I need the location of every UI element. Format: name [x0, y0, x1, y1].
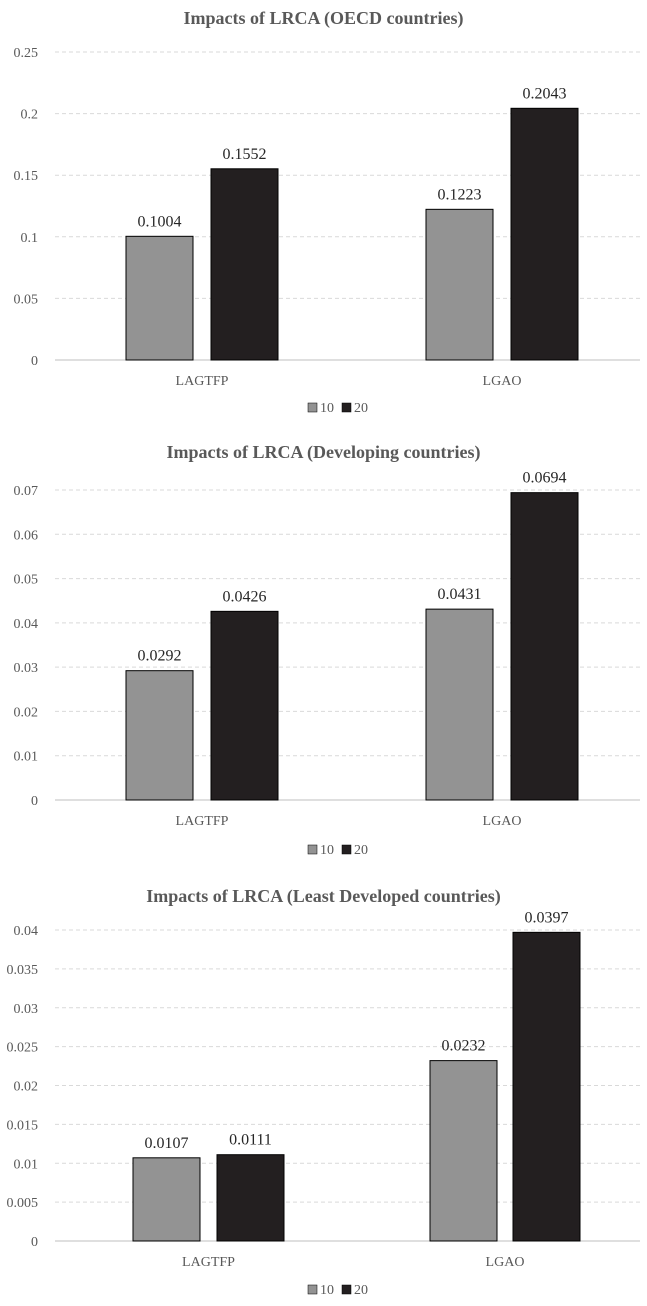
bar-lgao-series-20	[512, 931, 581, 1242]
data-label: 0.0426	[223, 588, 267, 605]
data-label: 0.2043	[523, 85, 567, 102]
bar-lagtfp-series-20	[216, 1154, 285, 1242]
y-tick-label: 0.025	[7, 1041, 39, 1056]
bar-lagtfp-series-10	[125, 670, 194, 801]
y-tick-label: 0.005	[7, 1196, 39, 1211]
chart-title: Impacts of LRCA (Developing countries)	[167, 442, 481, 463]
y-tick-label: 0.06	[14, 528, 39, 543]
legend-label: 20	[354, 1283, 368, 1298]
y-tick-label: 0	[31, 794, 38, 809]
legend: 10 20	[307, 1283, 368, 1298]
bar-lgao-series-10	[429, 1060, 498, 1242]
chart-2: Impacts of LRCA (Developing countries) 0 0…	[14, 442, 640, 858]
legend-swatch	[341, 1284, 352, 1295]
bar-lgao-series-10	[425, 208, 494, 361]
legend-swatch	[341, 402, 352, 413]
data-label: 0.1552	[223, 146, 267, 163]
data-label: 0.0111	[229, 1132, 272, 1149]
legend-label: 10	[320, 1283, 334, 1298]
x-category-label: LGAO	[483, 814, 522, 829]
bar-lgao-series-20	[510, 107, 579, 361]
data-label: 0.1004	[138, 213, 182, 230]
y-tick-label: 0.03	[14, 1002, 39, 1017]
y-tick-label: 0	[31, 354, 38, 369]
legend-swatch	[307, 402, 318, 413]
x-category-label: LAGTFP	[176, 814, 229, 829]
legend-label: 10	[320, 401, 334, 416]
y-tick-label: 0.07	[14, 484, 39, 499]
y-tick-label: 0.2	[21, 108, 39, 123]
bar-lgao-series-10	[425, 608, 494, 801]
x-category-label: LGAO	[483, 374, 522, 389]
data-label: 0.0431	[438, 586, 482, 603]
legend-swatch	[341, 844, 352, 855]
bar-lgao-series-20	[510, 492, 579, 801]
bar-lagtfp-series-20	[210, 610, 279, 801]
legend-label: 10	[320, 843, 334, 858]
legend: 10 20	[307, 843, 368, 858]
bar-lagtfp-series-10	[132, 1157, 201, 1242]
x-category-label: LAGTFP	[182, 1255, 235, 1270]
legend-swatch	[307, 1284, 318, 1295]
chart-title: Impacts of LRCA (Least Developed countri…	[146, 886, 500, 907]
y-tick-label: 0.02	[14, 705, 39, 720]
bar-lagtfp-series-20	[210, 168, 279, 361]
chart-1: Impacts of LRCA (OECD countries) 0 0.05 0.1…	[14, 8, 640, 416]
y-tick-label: 0.03	[14, 661, 39, 676]
data-label: 0.1223	[438, 186, 482, 203]
y-tick-label: 0.04	[14, 617, 39, 632]
x-category-label: LAGTFP	[176, 374, 229, 389]
y-tick-label: 0.05	[14, 292, 39, 307]
x-category-label: LGAO	[486, 1255, 525, 1270]
legend-label: 20	[354, 401, 368, 416]
bar-lagtfp-series-10	[125, 235, 194, 361]
data-label: 0.0292	[138, 648, 182, 665]
y-tick-label: 0.015	[7, 1118, 39, 1133]
chart-3: Impacts of LRCA (Least Developed countri…	[7, 886, 640, 1298]
y-tick-label: 0.04	[14, 924, 39, 939]
y-tick-label: 0.1	[21, 231, 39, 246]
legend-swatch	[307, 844, 318, 855]
y-tick-label: 0.15	[14, 169, 39, 184]
data-label: 0.0107	[145, 1135, 189, 1152]
legend-label: 20	[354, 843, 368, 858]
data-label: 0.0694	[523, 470, 567, 487]
chart-title: Impacts of LRCA (OECD countries)	[184, 8, 464, 29]
y-tick-label: 0.01	[14, 1157, 39, 1172]
y-tick-label: 0.035	[7, 963, 39, 978]
data-label: 0.0397	[525, 909, 569, 926]
data-label: 0.0232	[442, 1038, 486, 1055]
y-tick-label: 0.01	[14, 750, 39, 765]
y-tick-label: 0	[31, 1235, 38, 1250]
legend: 10 20	[307, 401, 368, 416]
y-tick-label: 0.05	[14, 573, 39, 588]
y-tick-label: 0.02	[14, 1080, 39, 1095]
y-tick-label: 0.25	[14, 46, 39, 61]
